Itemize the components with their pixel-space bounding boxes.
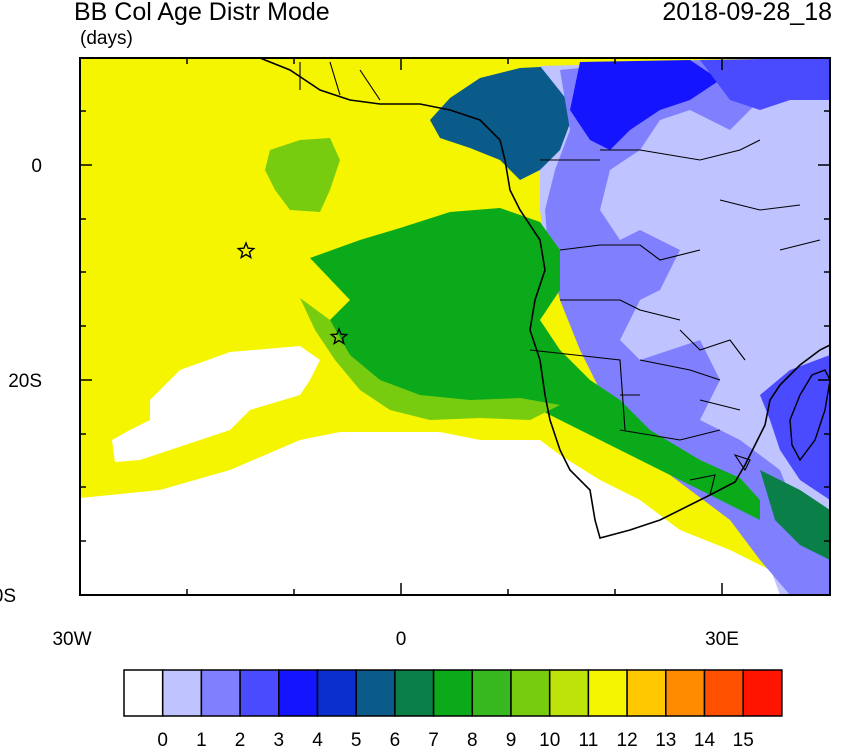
timestamp-label: 2018-09-28_18 bbox=[662, 0, 832, 26]
colorbar-label: 6 bbox=[390, 730, 401, 750]
y-tick-label-0: 0 bbox=[31, 156, 42, 177]
y-tick-label-40s: 40S bbox=[0, 586, 16, 607]
field-white-patch bbox=[112, 346, 320, 462]
x-tick-label-30w: 30W bbox=[52, 629, 91, 650]
colorbar-swatch bbox=[200, 669, 241, 717]
field-blue-east bbox=[545, 60, 830, 595]
field-lightgreen-plume bbox=[300, 298, 560, 420]
colorbar-swatch bbox=[432, 669, 474, 717]
field-blue-se bbox=[760, 355, 830, 500]
colorbar-label: 1 bbox=[196, 730, 207, 750]
colorbar-swatch bbox=[510, 669, 551, 717]
field-white-south bbox=[80, 432, 800, 595]
madagascar-outline bbox=[789, 369, 830, 462]
colorbar-swatch bbox=[394, 669, 435, 717]
map-title: BB Col Age Distr Mode bbox=[74, 0, 330, 26]
star-marker-1 bbox=[236, 241, 256, 260]
colorbar: 0 1 2 3 4 5 6 7 8 9 10 11 12 13 14 15 bbox=[123, 669, 783, 750]
coastline bbox=[259, 58, 830, 539]
colorbar-swatch bbox=[239, 669, 280, 717]
axis-ticks bbox=[80, 58, 830, 595]
colorbar-swatch bbox=[665, 669, 706, 717]
field-lightgreen-nw bbox=[265, 138, 340, 212]
colorbar-swatch bbox=[587, 669, 628, 717]
colorbar-label: 14 bbox=[694, 730, 716, 750]
colorbar-label: 2 bbox=[235, 730, 246, 750]
colorbar-label: 13 bbox=[655, 730, 676, 750]
country-borders bbox=[299, 61, 821, 496]
colorbar-swatch bbox=[626, 669, 667, 717]
field-teal-north bbox=[430, 66, 580, 180]
field-darkgreen-se bbox=[760, 470, 830, 560]
colorbar-swatch bbox=[278, 669, 319, 717]
colorbar-swatch bbox=[161, 669, 203, 717]
field-deepblue-north bbox=[570, 60, 720, 150]
colorbar-label: 12 bbox=[617, 730, 638, 750]
colorbar-swatch bbox=[703, 669, 744, 717]
colorbar-label: 0 bbox=[157, 730, 168, 750]
colorbar-label: 5 bbox=[351, 730, 362, 750]
colorbar-swatch bbox=[548, 669, 590, 717]
colorbar-swatch bbox=[316, 669, 357, 717]
colorbar-label: 10 bbox=[539, 730, 560, 750]
colorbar-swatch bbox=[742, 669, 783, 717]
units-label: (days) bbox=[80, 28, 133, 49]
colorbar-label: 11 bbox=[579, 730, 599, 750]
colorbar-label: 7 bbox=[428, 730, 439, 750]
y-tick-label-20s: 20S bbox=[8, 371, 42, 392]
colorbar-label: 15 bbox=[733, 730, 754, 750]
colorbar-label: 4 bbox=[312, 730, 323, 750]
star-marker-2 bbox=[329, 327, 349, 346]
colorbar-label: 9 bbox=[506, 730, 517, 750]
map-field bbox=[80, 58, 830, 595]
field-blue-ne bbox=[700, 58, 830, 110]
x-tick-label-30e: 30E bbox=[705, 629, 739, 650]
colorbar-label: 3 bbox=[274, 730, 285, 750]
x-tick-label-0: 0 bbox=[396, 629, 407, 650]
colorbar-swatch bbox=[355, 669, 396, 717]
colorbar-swatch bbox=[123, 669, 164, 717]
field-green-plume bbox=[310, 208, 760, 520]
colorbar-label: 8 bbox=[467, 730, 478, 750]
colorbar-swatch bbox=[471, 669, 512, 717]
